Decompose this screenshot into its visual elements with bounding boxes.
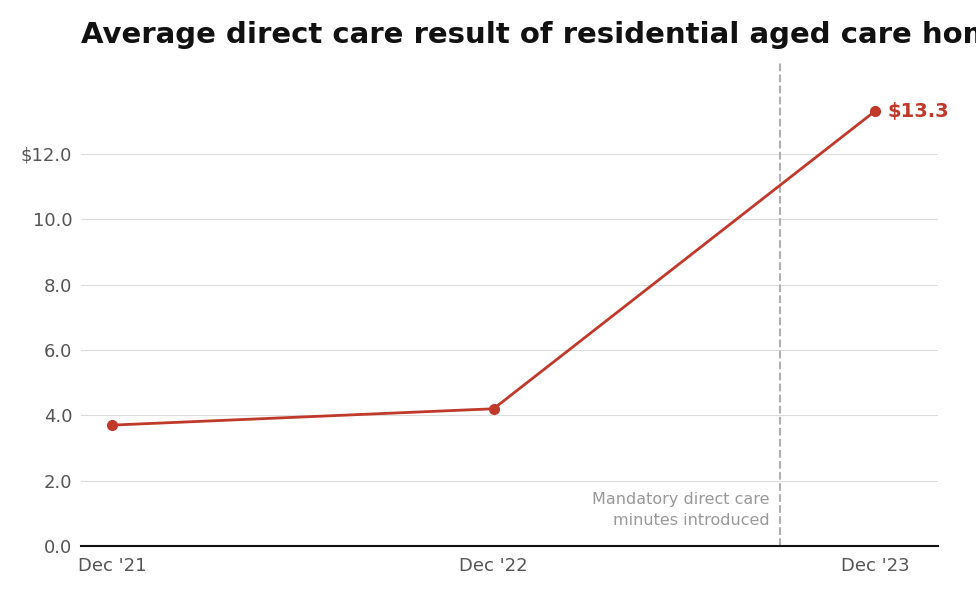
Text: Mandatory direct care
minutes introduced: Mandatory direct care minutes introduced (592, 492, 770, 528)
Text: Average direct care result of residential aged care homes: Average direct care result of residentia… (81, 21, 976, 49)
Text: $13.3: $13.3 (887, 102, 949, 121)
